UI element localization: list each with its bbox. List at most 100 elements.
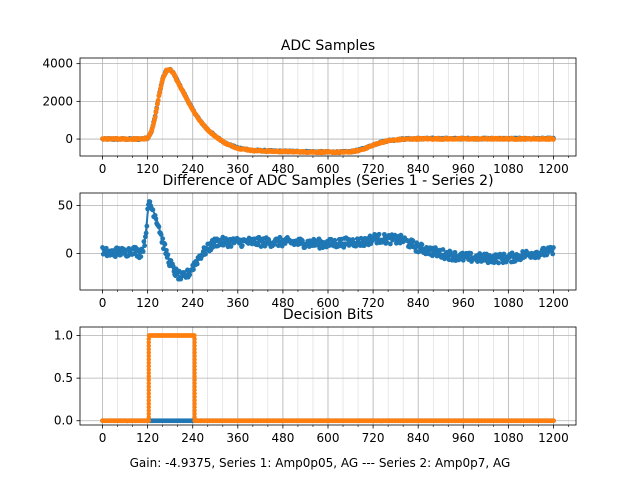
diff-x-tick-label: 720 — [362, 296, 385, 310]
bits-series-2-point — [192, 340, 197, 345]
bits-y-axis: 0.0 0.5 1.0 — [54, 329, 80, 428]
adc-series-group — [100, 66, 556, 156]
diff-x-tick-label: 1200 — [538, 296, 569, 310]
bits-series-2-point — [192, 381, 197, 386]
diff-series-1-point — [245, 241, 251, 246]
bits-x-tick-label: 1200 — [538, 431, 569, 445]
adc-series-2-point — [155, 101, 160, 107]
adc-series-2-point — [551, 137, 556, 142]
bits-series-2-point — [146, 387, 151, 393]
bits-series-2-point — [192, 387, 197, 393]
bits-series-2-point — [192, 374, 197, 379]
adc-x-tick-label: 960 — [452, 162, 475, 176]
adc-x-axis: 0 120 240 360 480 600 720 840 960 1080 1200 — [99, 156, 569, 176]
bits-series-2-point — [192, 350, 197, 355]
bits-series-2-point — [146, 364, 151, 369]
bits-y-tick-label: 1.0 — [54, 329, 73, 343]
bits-y-tick-label: 0.5 — [54, 371, 73, 385]
diff-series-1-point — [140, 249, 146, 255]
adc-series-2-point — [154, 106, 160, 112]
diff-series-1-point — [452, 249, 458, 255]
diff-y-tick-label: 50 — [58, 198, 73, 212]
bits-series-2-point — [146, 415, 151, 420]
bits-series-group — [100, 333, 556, 424]
bits-x-tick-label: 600 — [317, 431, 340, 445]
bits-series-2-point — [192, 384, 197, 389]
bits-series-2-point — [192, 353, 197, 359]
bits-series-2-point — [192, 418, 197, 423]
diff-y-tick-label: 0 — [65, 247, 73, 261]
diff-series-1-point — [460, 257, 466, 263]
adc-x-tick-label: 0 — [99, 162, 107, 176]
bits-series-2-point — [146, 370, 151, 376]
bits-series-2-point — [192, 346, 197, 352]
diff-series-1-point — [112, 250, 117, 256]
bits-series-2-point — [146, 391, 151, 396]
bits-series-2-point — [146, 350, 151, 355]
bits-x-tick-label: 1080 — [493, 431, 524, 445]
diff-series-1-point — [501, 251, 507, 257]
diff-x-tick-label: 120 — [136, 296, 159, 310]
adc-series-2-point — [158, 83, 164, 89]
bits-series-2-point — [146, 374, 151, 379]
adc-series-2-point — [152, 114, 158, 120]
bits-series-2-point — [146, 353, 151, 359]
adc-y-tick-label: 4000 — [42, 57, 73, 71]
decision-bits-title: Decision Bits — [283, 307, 373, 323]
bits-series-2-point — [192, 377, 197, 383]
bits-x-tick-label: 840 — [407, 431, 430, 445]
bits-series-2-point — [146, 408, 151, 413]
diff-series-1-point — [277, 234, 283, 240]
bits-x-tick-label: 480 — [271, 431, 294, 445]
bits-series-2-point — [192, 411, 197, 417]
diff-series-1-point — [332, 237, 338, 243]
adc-y-tick-label: 0 — [65, 132, 73, 146]
diff-series-group — [100, 199, 556, 282]
adc-series-2-point — [155, 97, 161, 103]
diff-series-1-point — [228, 244, 234, 249]
bits-series-2-point — [146, 346, 151, 352]
bits-series-2-point — [192, 364, 197, 369]
diff-series-1-point — [160, 236, 166, 242]
bits-series-2-point — [146, 360, 151, 365]
diff-series-1-point — [150, 207, 156, 213]
bits-series-2-point — [192, 415, 197, 420]
adc-samples-title: ADC Samples — [281, 38, 375, 54]
diff-series-1-point — [103, 245, 109, 251]
diff-series-1-point — [156, 224, 162, 230]
diff-series-1-point — [162, 241, 168, 247]
diff-series-1-point — [144, 223, 150, 229]
adc-y-axis: 0 2000 4000 — [42, 57, 80, 146]
diff-series-1-point — [187, 272, 193, 278]
bits-x-axis: 0 120 240 360 480 600 720 840 960 1080 1200 — [99, 425, 569, 445]
adc-x-tick-label: 480 — [271, 162, 294, 176]
diff-x-tick-label: 0 — [99, 296, 107, 310]
bits-series-2-point — [192, 367, 197, 372]
diff-x-axis: 0 120 240 360 480 600 720 840 960 1080 1200 — [99, 290, 569, 310]
bits-series-2-point — [192, 404, 197, 410]
diff-series-1-point — [419, 242, 425, 248]
diff-series-1-point — [165, 252, 171, 258]
diff-series-1-point — [551, 245, 556, 250]
bits-series-2-point — [146, 343, 151, 348]
diff-series-1-point — [138, 254, 144, 260]
bits-series-2-point — [192, 343, 197, 348]
diff-y-axis: 0 50 — [58, 198, 80, 261]
diff-series-1-point — [384, 239, 390, 245]
bits-series-2-point — [192, 391, 197, 396]
diff-series-1-point — [496, 260, 501, 266]
adc-x-tick-label: 720 — [362, 162, 385, 176]
bits-series-2-point — [191, 333, 197, 338]
bits-series-2-point — [146, 357, 151, 362]
adc-x-tick-label: 600 — [317, 162, 340, 176]
diff-series-1-point — [194, 261, 200, 267]
bits-series-2-point — [192, 408, 197, 413]
figure-caption: Gain: -4.9375, Series 1: Amp0p05, AG ---… — [130, 456, 511, 470]
diff-series-1-point — [147, 199, 153, 205]
diff-series-1-point — [282, 241, 288, 246]
bits-y-tick-label: 0.0 — [54, 414, 73, 428]
diff-series-1-point — [170, 263, 176, 269]
diff-series-1-point — [550, 251, 556, 257]
diff-x-tick-label: 360 — [226, 296, 249, 310]
